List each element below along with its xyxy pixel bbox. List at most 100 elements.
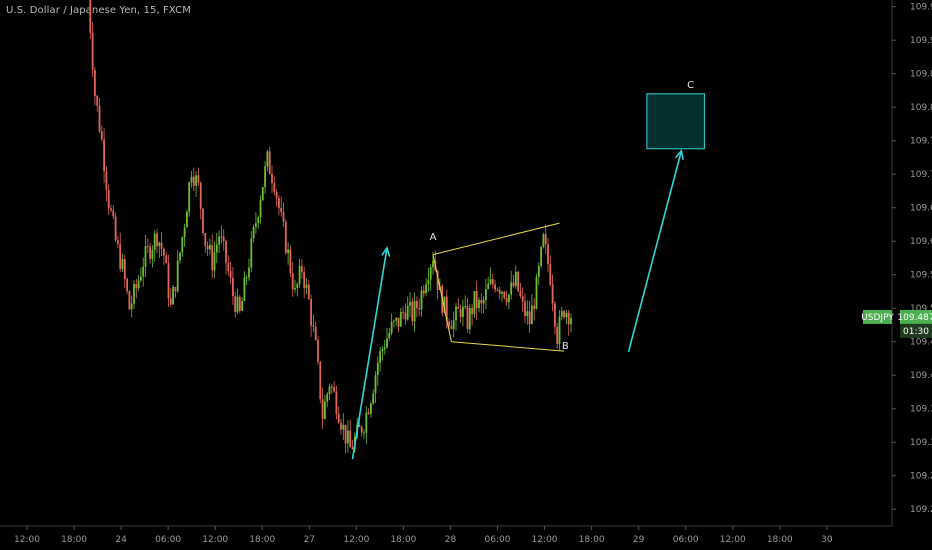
drawings-layer[interactable]: A B C (351, 80, 705, 460)
candle-body (98, 105, 101, 132)
candle-body (558, 316, 561, 344)
price-tick-label: 109.850 (910, 70, 932, 80)
price-tick-label: 109.750 (910, 137, 932, 147)
candle-body (383, 347, 386, 350)
chart-title: U.S. Dollar / Japanese Yen, 15, FXCM (6, 5, 191, 16)
candle-body (121, 259, 124, 269)
candle-body (199, 182, 202, 209)
candle-body (287, 249, 289, 254)
candle-body (554, 303, 556, 327)
candle-body (91, 32, 94, 71)
wedge-trendline[interactable] (432, 222, 560, 256)
candle-body (535, 276, 538, 309)
wedge-left-edge (432, 254, 452, 342)
candle-body (179, 252, 181, 261)
candle-body (363, 432, 365, 434)
candle-body (565, 312, 568, 318)
candle-body (337, 413, 340, 423)
candle-body (487, 283, 490, 289)
time-tick-label: 12:00 (532, 535, 558, 545)
candle-body (547, 244, 549, 265)
candle-body (386, 338, 388, 348)
candle-body (432, 260, 434, 268)
candle-body (133, 284, 135, 304)
time-tick-label: 12:00 (343, 535, 369, 545)
candle-body (445, 296, 448, 322)
time-tick-label: 18:00 (579, 535, 605, 545)
candle-body (156, 233, 158, 247)
candle-body (514, 271, 517, 286)
candle-body (468, 307, 471, 330)
candles-layer (89, 0, 572, 454)
candle-body (112, 210, 115, 217)
candle-body (464, 306, 467, 308)
candle-body (174, 287, 177, 292)
time-tick-label: 18:00 (390, 535, 416, 545)
candle-body (365, 412, 368, 433)
price-axis[interactable]: 109.950 109.900 109.850 109.800 109.750 109.7… (891, 0, 932, 526)
wedge-trendline[interactable] (451, 341, 565, 352)
candle-body (390, 321, 393, 333)
candle-body (321, 399, 324, 420)
candle-body (278, 197, 280, 208)
price-tick-label: 109.900 (910, 36, 932, 46)
candle-body (549, 264, 552, 285)
candle-body (204, 233, 207, 246)
candle-body (282, 212, 285, 222)
candle-body (567, 312, 570, 325)
candle-body (459, 308, 462, 317)
projection-arrow[interactable] (351, 247, 388, 460)
price-tags: USDJPY 109.487 01:30 (861, 309, 932, 338)
candle-body (540, 247, 542, 266)
candle-body (149, 246, 151, 260)
candle-body (494, 284, 496, 290)
candle-body (489, 279, 492, 284)
time-axis[interactable]: 12:00 18:00 24 06:00 12:00 18:00 27 12:00 18:00 2… (0, 525, 892, 545)
candle-body (261, 187, 264, 201)
candle-body (501, 291, 503, 294)
candle-body (429, 267, 432, 280)
candle-body (333, 387, 335, 392)
candle-body (234, 296, 237, 313)
candle-body (222, 236, 225, 241)
candle-body (284, 221, 287, 254)
price-tick-label: 109.200 (910, 505, 932, 515)
last-price-label: 109.487 (897, 313, 932, 323)
price-tick-label: 109.550 (910, 271, 932, 281)
candle-body (215, 244, 218, 253)
candle-body (119, 243, 122, 269)
time-tick-label: 18:00 (767, 535, 793, 545)
candle-body (517, 271, 519, 291)
candle-body (317, 339, 319, 362)
candle-body (556, 326, 559, 344)
candle-body (531, 305, 533, 325)
candle-body (505, 297, 508, 303)
candle-body (94, 70, 96, 96)
projection-arrow[interactable] (627, 150, 683, 352)
time-tick-label: 18:00 (249, 535, 275, 545)
candle-body (206, 245, 209, 250)
price-tick-label: 109.650 (910, 204, 932, 214)
candle-body (100, 131, 103, 140)
candle-body (402, 311, 404, 313)
candle-body (291, 273, 294, 290)
candle-body (466, 306, 469, 330)
candle-body (314, 326, 317, 340)
candle-body (519, 290, 522, 297)
candle-body (471, 307, 473, 315)
candle-body (266, 151, 269, 167)
candle-body (358, 425, 361, 427)
target-box[interactable] (646, 93, 705, 150)
countdown-label: 01:30 (903, 327, 929, 337)
candle-body (570, 318, 572, 325)
candle-body (225, 240, 227, 263)
candle-body (503, 291, 506, 298)
candle-body (542, 234, 545, 248)
candle-body (342, 424, 345, 430)
candle-body (510, 282, 513, 295)
candle-body (436, 270, 439, 291)
time-tick-label: 06:00 (485, 535, 511, 545)
candle-body (475, 290, 478, 309)
price-tick-label: 109.250 (910, 472, 932, 482)
